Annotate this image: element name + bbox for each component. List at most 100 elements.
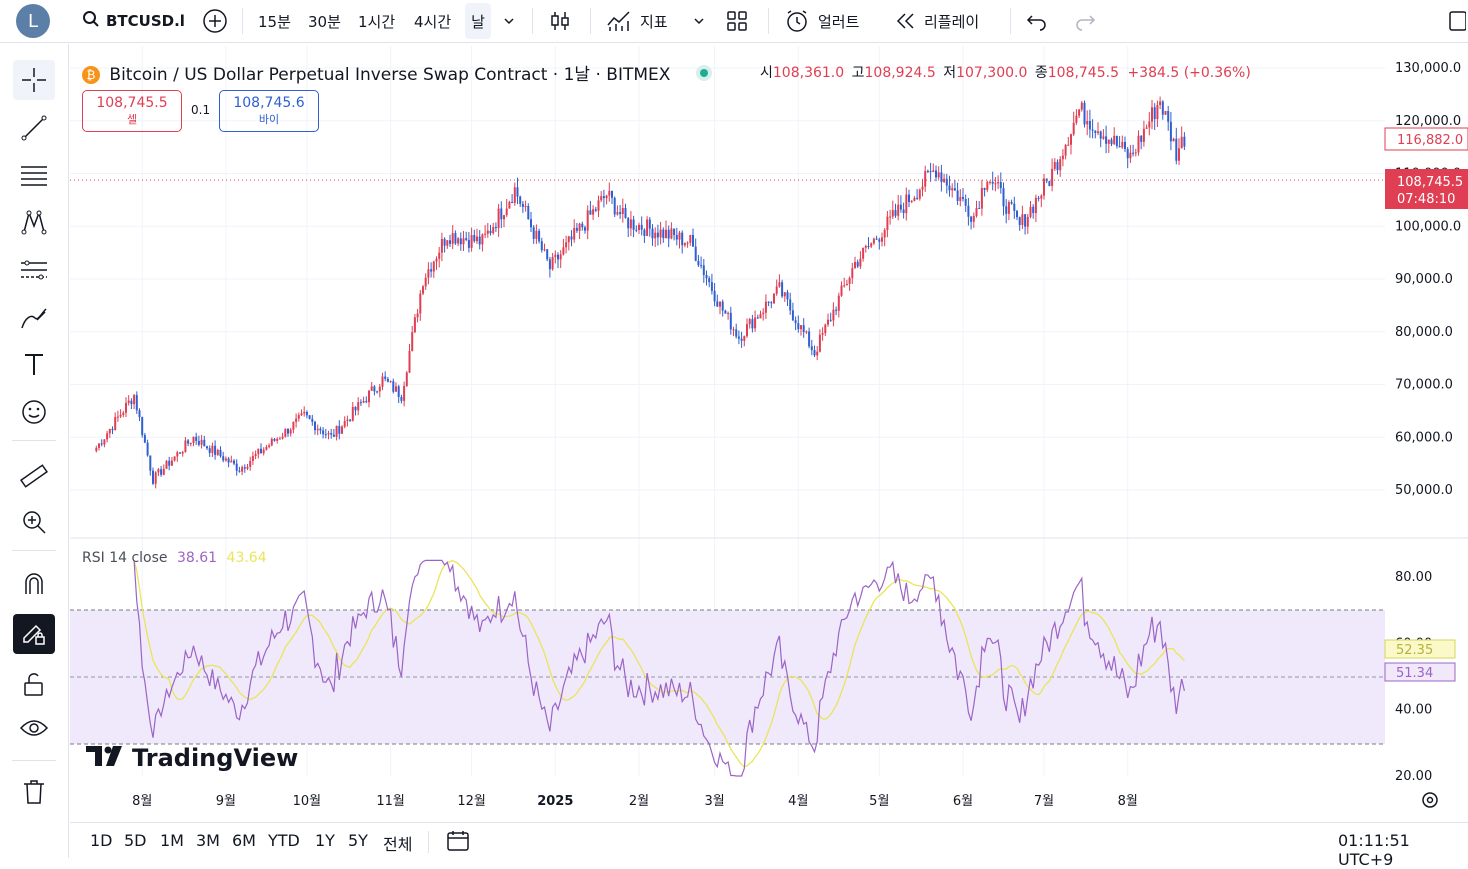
candle-body [100,443,103,445]
candle-body [146,442,149,456]
undo-button[interactable] [1026,0,1048,42]
stay-in-drawing-mode-tool[interactable] [13,614,55,654]
layout-button[interactable] [726,0,748,42]
range-5y[interactable]: 5Y [348,831,368,850]
rsi-legend[interactable]: RSI 14 close 38.61 43.64 [82,550,267,566]
emoji-tool[interactable] [13,392,55,432]
low-value: 107,300.0 [956,65,1028,81]
rsi-tick-label: 40.00 [1395,703,1432,718]
hide-drawings-tool[interactable] [13,708,55,748]
candle-body [368,390,370,403]
brush-tool[interactable] [13,298,55,338]
fullscreen-button[interactable] [1448,0,1466,42]
interval-dropdown-button[interactable] [502,0,516,42]
clock-timezone[interactable]: 01:11:51 UTC+9 [1338,831,1410,869]
rsi-ma-value: 43.64 [226,550,267,566]
candle-body [1080,102,1083,110]
crosshair-tool[interactable] [13,60,55,100]
candle-body [929,171,932,173]
candle-body [926,170,929,172]
candle-body [365,400,368,403]
range-3m[interactable]: 3M [196,831,220,850]
candle-body [602,196,605,199]
candle-body [864,245,867,248]
text-tool[interactable] [13,344,55,384]
candle-body [478,236,481,245]
sell-button[interactable]: 108,745.5 셀 [82,90,182,132]
remove-drawings-tool[interactable] [13,772,55,812]
candle-body [135,395,138,411]
rsi-value: 38.61 [176,550,218,566]
candle-body [1083,102,1086,125]
bottom-toolbar: 1D 5D 1M 3M 6M YTD 1Y 5Y 전체 01:11:51 UTC… [70,822,1468,869]
low-label: 저 [943,65,957,81]
candle-body [200,439,203,445]
buy-button[interactable]: 108,745.6 바이 [219,90,319,132]
top-toolbar: L BTCUSD.l 15분 30분 1시간 4시간 날 지표 얼러트 리플레이 [0,0,1468,43]
interval-1d-active[interactable]: 날 [465,3,491,39]
candle-body [149,455,152,471]
interval-15m[interactable]: 15분 [258,12,291,31]
indicators-button[interactable]: 지표 [606,0,668,42]
candle-body [516,187,519,197]
candle-body [208,448,211,453]
candle-body [710,282,713,291]
price-tick-label: 120,000.0 [1395,114,1461,129]
forecast-tool[interactable] [13,250,55,290]
candle-body [845,283,848,286]
range-all[interactable]: 전체 [383,835,413,854]
indicators-dropdown-button[interactable] [692,0,706,42]
symbol-search-button[interactable]: BTCUSD.l [82,0,185,42]
candle-body [889,216,892,218]
rsi-tick-label: 20.00 [1395,769,1432,784]
range-1d[interactable]: 1D [90,831,113,850]
interval-4h[interactable]: 4시간 [414,12,452,31]
candle-body [848,277,851,284]
trendline-tool[interactable] [13,108,55,148]
measure-tool[interactable] [13,456,55,496]
redo-button[interactable] [1074,0,1096,42]
candle-body [1091,129,1094,131]
chart-canvas[interactable]: 130,000.0120,000.0110,000.0100,000.090,0… [70,46,1468,820]
candle-body [532,227,535,239]
range-1y[interactable]: 1Y [315,831,335,850]
candle-body [619,212,622,215]
candle-body [999,182,1002,189]
range-6m[interactable]: 6M [232,831,256,850]
price-axis[interactable]: 130,000.0120,000.0110,000.0100,000.090,0… [1395,61,1461,498]
chart-type-button[interactable] [548,0,572,42]
zoom-tool[interactable] [13,502,55,542]
candle-body [521,203,524,207]
time-axis[interactable]: 8월 9월 10월 11월 12월 2025 2월 3월 4월 5월 6월 7월 8월 [132,794,1138,809]
range-5d[interactable]: 5D [124,831,147,850]
alert-button[interactable]: 얼러트 [784,0,859,42]
range-1m[interactable]: 1M [160,831,184,850]
candle-body [260,448,262,454]
candle-body [724,310,727,314]
candle-body [378,386,381,392]
candle-body [451,233,454,244]
fib-tool[interactable] [13,156,55,196]
candle-body [449,240,451,244]
magnet-tool[interactable] [13,564,55,604]
user-avatar[interactable]: L [16,0,50,42]
compare-symbol-button[interactable] [202,0,228,42]
candle-body [654,232,657,239]
candle-body [284,428,287,437]
symbol-legend[interactable]: ₿ Bitcoin / US Dollar Perpetual Inverse … [82,60,708,85]
gear-icon[interactable] [1422,792,1438,808]
candle-body [737,336,740,339]
pencil-lock-icon [23,624,45,645]
replay-button[interactable]: 리플레이 [894,0,979,42]
interval-1h[interactable]: 1시간 [358,12,396,31]
candle-body [759,314,762,319]
candle-body [983,188,986,190]
range-ytd[interactable]: YTD [268,831,300,850]
pattern-tool[interactable] [13,202,55,242]
interval-30m[interactable]: 30분 [308,12,341,31]
goto-date-button[interactable] [446,829,470,857]
price-tick-label: 50,000.0 [1395,483,1453,498]
candle-body [859,258,862,267]
lock-drawings-tool[interactable] [13,664,55,704]
candle-body [754,317,757,329]
